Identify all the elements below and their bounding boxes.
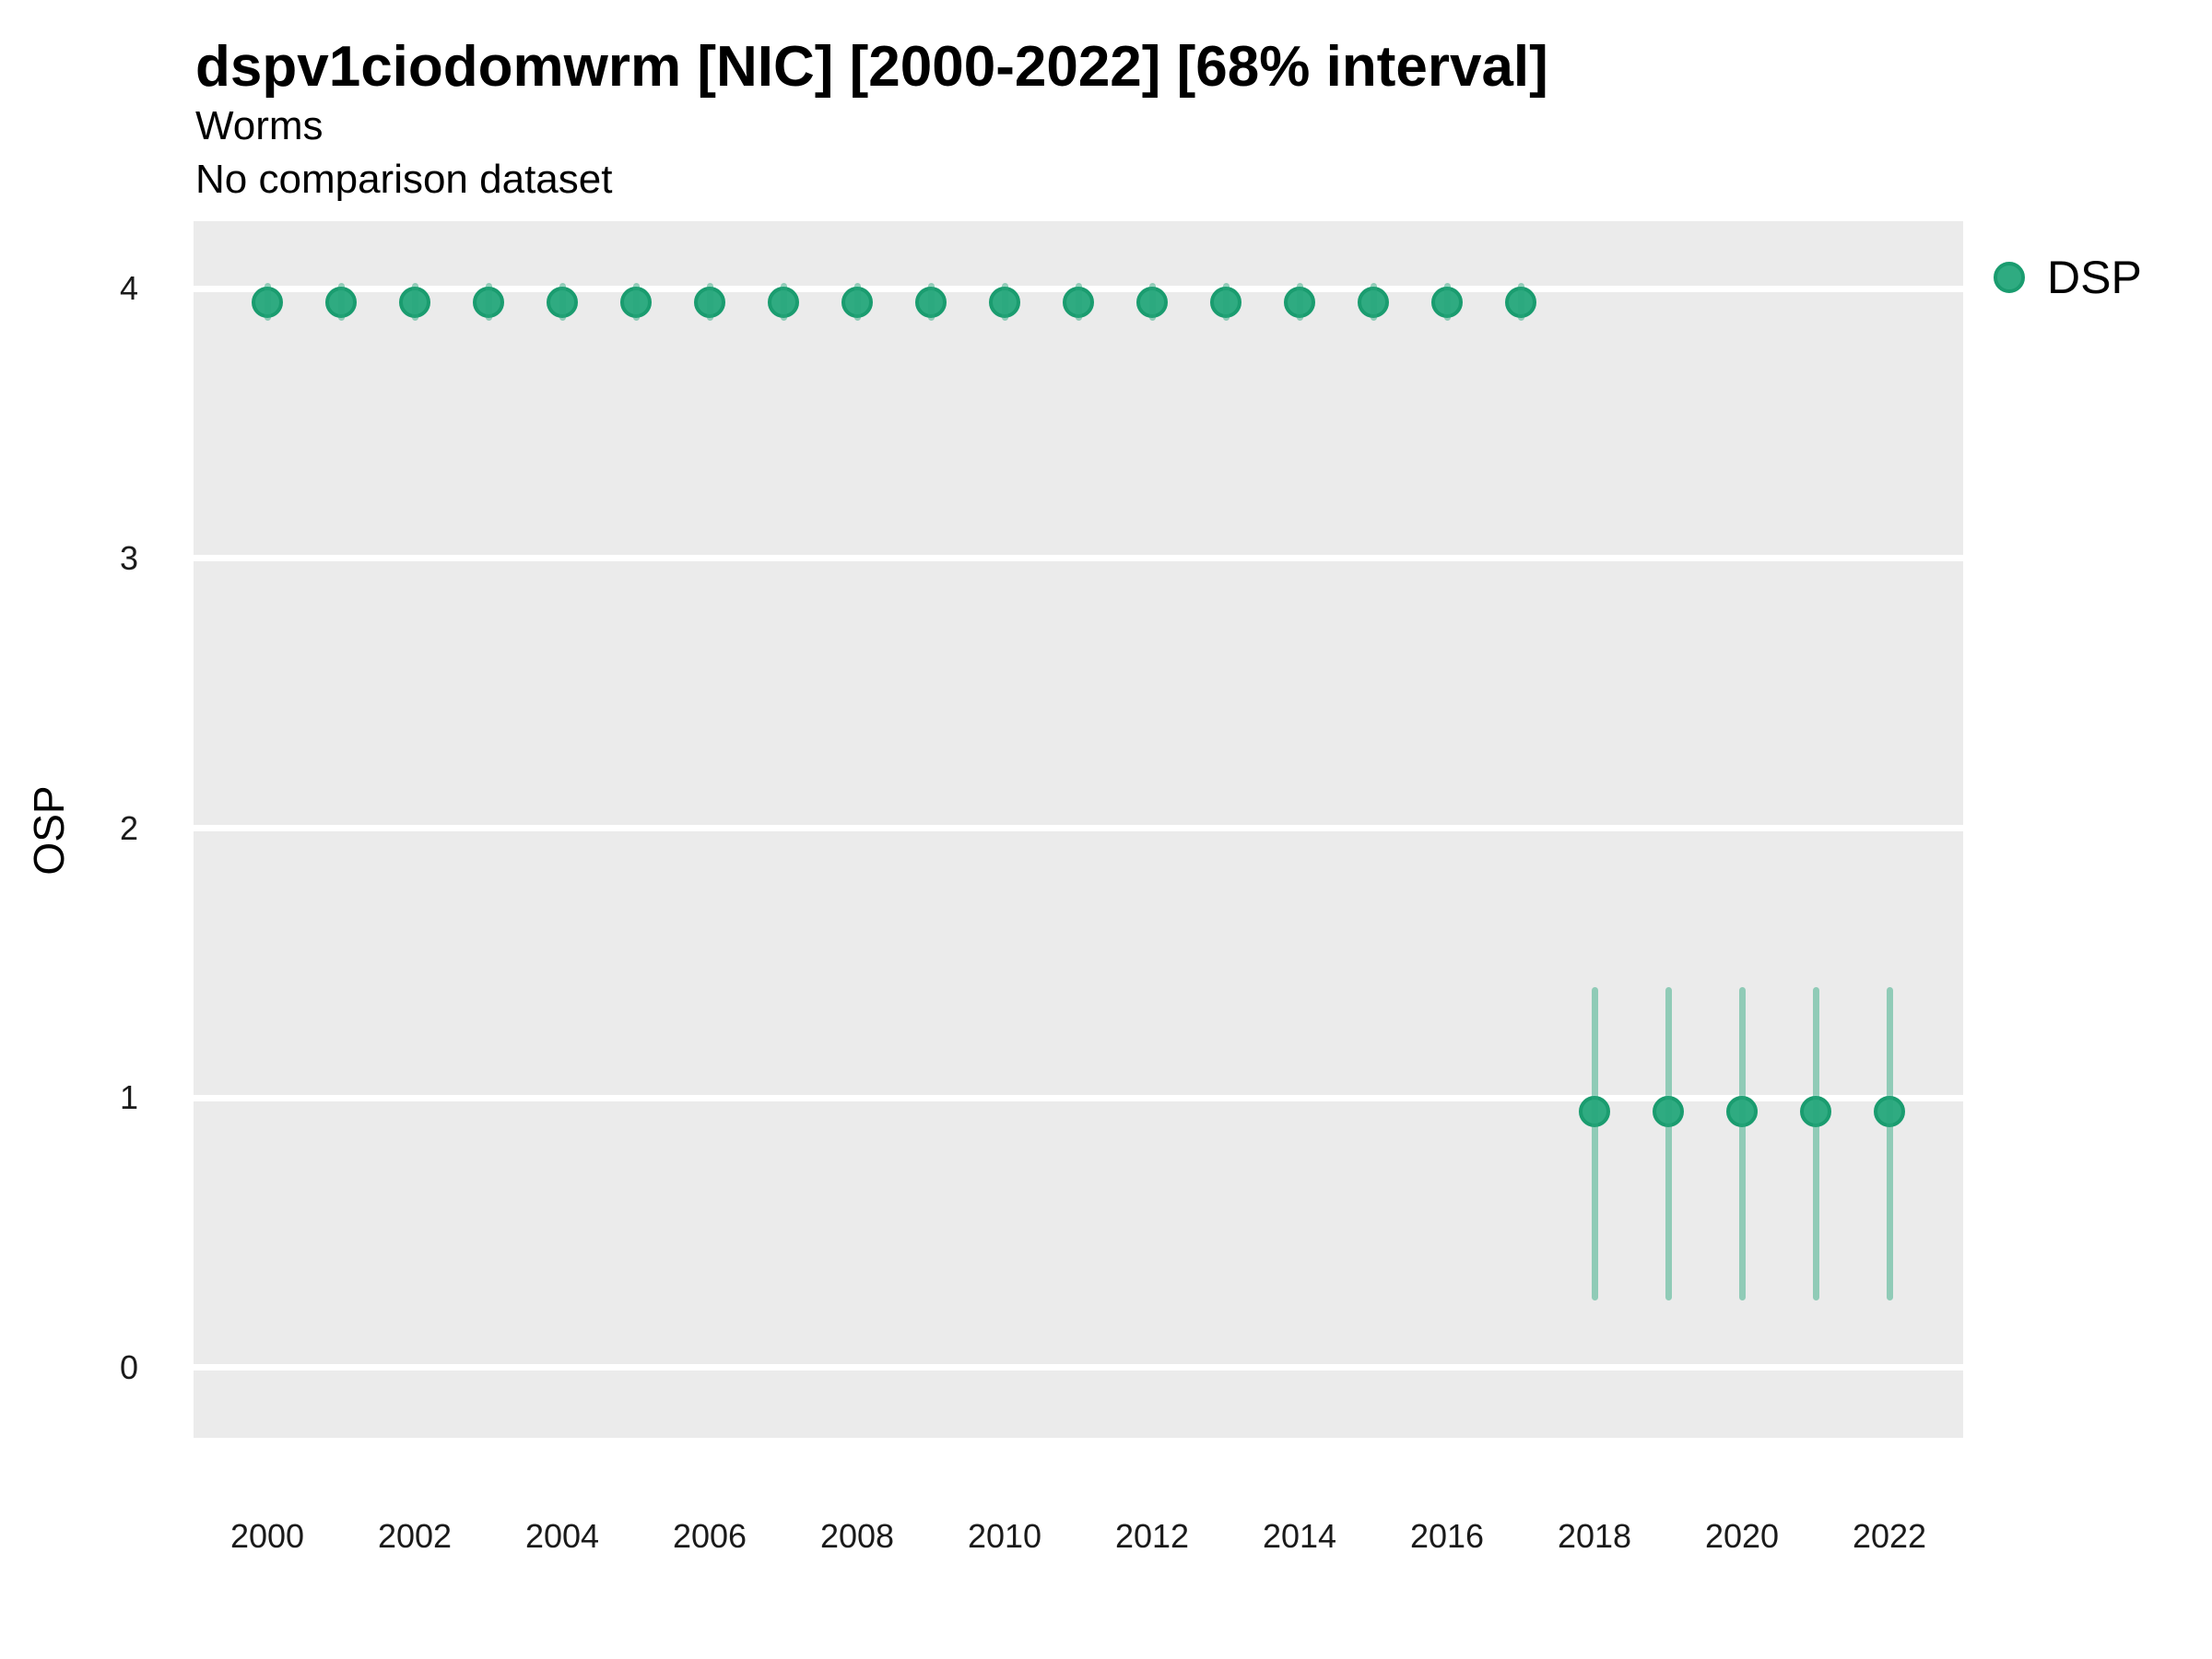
x-tick-label-2012: 2012 bbox=[1114, 1517, 1190, 1555]
comparison-note: No comparison dataset bbox=[195, 157, 613, 202]
error-bar-2022 bbox=[1886, 987, 1893, 1300]
error-bar-2008 bbox=[853, 283, 861, 322]
error-bar-2011 bbox=[1075, 283, 1082, 322]
data-point-2012 bbox=[1136, 286, 1168, 318]
data-point-2021 bbox=[1800, 1095, 1831, 1127]
data-point-2002 bbox=[399, 286, 430, 318]
y-tick-label-1: 1 bbox=[119, 1078, 138, 1117]
x-tick-label-2004: 2004 bbox=[524, 1517, 600, 1555]
error-bar-2019 bbox=[1665, 987, 1672, 1300]
x-tick-label-2018: 2018 bbox=[1557, 1517, 1632, 1555]
y-tick-label-4: 4 bbox=[119, 269, 138, 308]
error-bar-2017 bbox=[1517, 283, 1524, 322]
error-bar-2002 bbox=[411, 283, 418, 322]
data-point-2013 bbox=[1210, 286, 1241, 318]
chart-title: dspv1ciodomwrm [NIC] [2000-2022] [68% in… bbox=[195, 35, 1548, 99]
error-bar-2001 bbox=[337, 283, 345, 322]
error-bar-2016 bbox=[1443, 283, 1451, 322]
error-bar-2000 bbox=[264, 283, 271, 322]
data-point-2008 bbox=[841, 286, 873, 318]
data-point-2001 bbox=[325, 286, 357, 318]
x-tick-label-2022: 2022 bbox=[1852, 1517, 1927, 1555]
data-point-2007 bbox=[768, 286, 799, 318]
error-bar-2013 bbox=[1222, 283, 1230, 322]
error-bar-2014 bbox=[1296, 283, 1303, 322]
data-point-2017 bbox=[1505, 286, 1536, 318]
error-bar-2003 bbox=[485, 283, 492, 322]
y-tick-label-2: 2 bbox=[119, 808, 138, 847]
x-tick-label-2006: 2006 bbox=[672, 1517, 747, 1555]
error-bar-2010 bbox=[1001, 283, 1008, 322]
legend: DSP bbox=[1994, 253, 2142, 301]
x-tick-label-2016: 2016 bbox=[1409, 1517, 1485, 1555]
error-bar-2009 bbox=[927, 283, 935, 322]
error-bar-2015 bbox=[1370, 283, 1377, 322]
x-tick-label-2008: 2008 bbox=[819, 1517, 895, 1555]
data-point-2019 bbox=[1653, 1095, 1684, 1127]
y-tick-label-3: 3 bbox=[119, 538, 138, 577]
plot-panel bbox=[194, 221, 1963, 1438]
error-bar-2018 bbox=[1591, 987, 1598, 1300]
legend-marker-icon bbox=[1994, 262, 2025, 293]
data-point-2010 bbox=[989, 286, 1020, 318]
error-bar-2007 bbox=[780, 283, 787, 322]
data-point-2000 bbox=[252, 286, 283, 318]
gridline-y-2 bbox=[194, 825, 1963, 832]
error-bar-2005 bbox=[632, 283, 640, 322]
data-point-2015 bbox=[1358, 286, 1389, 318]
x-tick-label-2002: 2002 bbox=[377, 1517, 453, 1555]
data-point-2020 bbox=[1726, 1095, 1758, 1127]
data-point-2011 bbox=[1063, 286, 1094, 318]
x-tick-label-2014: 2014 bbox=[1262, 1517, 1337, 1555]
y-tick-label-0: 0 bbox=[119, 1347, 138, 1386]
error-bar-2020 bbox=[1738, 987, 1746, 1300]
gridline-y-0 bbox=[194, 1364, 1963, 1371]
data-point-2016 bbox=[1431, 286, 1463, 318]
data-point-2003 bbox=[473, 286, 504, 318]
data-point-2014 bbox=[1284, 286, 1315, 318]
x-tick-label-2000: 2000 bbox=[229, 1517, 305, 1555]
data-point-2022 bbox=[1874, 1095, 1905, 1127]
gridline-y-3 bbox=[194, 555, 1963, 562]
x-tick-label-2010: 2010 bbox=[967, 1517, 1042, 1555]
x-tick-label-2020: 2020 bbox=[1704, 1517, 1780, 1555]
data-point-2006 bbox=[694, 286, 725, 318]
error-bar-2004 bbox=[559, 283, 566, 322]
data-point-2005 bbox=[620, 286, 652, 318]
gridline-y-1 bbox=[194, 1094, 1963, 1101]
error-bar-2021 bbox=[1812, 987, 1819, 1300]
data-point-2018 bbox=[1579, 1095, 1610, 1127]
error-bar-2012 bbox=[1148, 283, 1156, 322]
data-point-2009 bbox=[915, 286, 947, 318]
chart-subtitle: Worms bbox=[195, 103, 324, 148]
error-bar-2006 bbox=[706, 283, 713, 322]
data-point-2004 bbox=[547, 286, 578, 318]
legend-label: DSP bbox=[2047, 252, 2142, 303]
